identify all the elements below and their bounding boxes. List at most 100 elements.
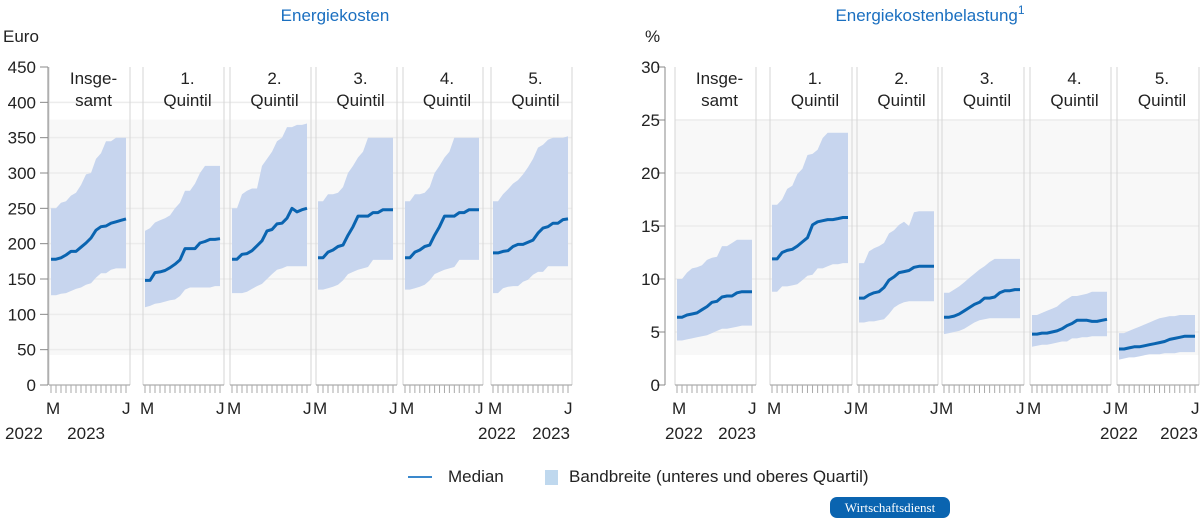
interquartile-band [318, 137, 393, 290]
x-end-label: J [748, 399, 757, 418]
legend-median: Median [408, 467, 504, 487]
panel-title: Quintil [1050, 91, 1098, 110]
y-tick-label: 400 [8, 93, 36, 112]
interquartile-band [944, 258, 1020, 335]
x-start-label: M [1114, 399, 1128, 418]
year-label: 2022 [5, 424, 43, 443]
panel-title: samt [701, 91, 738, 110]
median-line [493, 217, 569, 255]
year-label: 2023 [532, 424, 570, 443]
publisher-badge: Wirtschaftsdienst [830, 497, 950, 518]
chart-canvas: EnergiekostenEuro05010015020025030035040… [3, 3, 1200, 443]
panel-title: Quintil [963, 91, 1011, 110]
panel-title: Quintil [791, 91, 839, 110]
panel-title: Insge- [696, 69, 743, 88]
y-tick-label: 250 [8, 199, 36, 218]
year-label: 2023 [67, 424, 105, 443]
x-start-label: M [672, 399, 686, 418]
panel-title: 2. [894, 69, 908, 88]
y-tick-label: 0 [651, 376, 660, 395]
y-tick-label: 15 [641, 217, 660, 236]
median-line [1119, 334, 1195, 351]
panel-title: 1. [180, 69, 194, 88]
y-axis-unit-label: % [645, 27, 660, 46]
x-end-label: J [475, 399, 484, 418]
year-label: 2022 [478, 424, 516, 443]
median-line [405, 208, 479, 260]
legend-band: Bandbreite (unteres und oberes Quartil) [545, 467, 869, 487]
panel-title: Quintil [1138, 91, 1186, 110]
median-line [232, 206, 308, 261]
y-tick-label: 100 [8, 305, 36, 324]
x-start-label: M [767, 399, 781, 418]
y-tick-label: 200 [8, 235, 36, 254]
y-tick-label: 300 [8, 164, 36, 183]
median-line [772, 216, 848, 261]
panel-title: Quintil [163, 91, 211, 110]
band-legend-swatch-icon [545, 469, 558, 485]
y-axis-unit-label: Euro [3, 27, 39, 46]
panel-title: Insge- [70, 69, 117, 88]
x-start-label: M [854, 399, 868, 418]
title-footnote-marker: 1 [1018, 3, 1025, 17]
year-label: 2023 [1160, 424, 1198, 443]
panel-title: Quintil [511, 91, 559, 110]
y-tick-label: 150 [8, 270, 36, 289]
y-tick-label: 0 [27, 376, 36, 395]
median-line [145, 237, 221, 282]
panel-title: Quintil [336, 91, 384, 110]
y-tick-label: 350 [8, 129, 36, 148]
panel-title: 5. [528, 69, 542, 88]
y-tick-label: 25 [641, 111, 660, 130]
x-end-label: J [216, 399, 225, 418]
x-start-label: M [46, 399, 60, 418]
x-start-label: M [313, 399, 327, 418]
year-label: 2022 [1100, 424, 1138, 443]
median-line [1032, 317, 1108, 336]
panel-title: 4. [1067, 69, 1081, 88]
y-tick-label: 30 [641, 58, 660, 77]
panel-title: 2. [267, 69, 281, 88]
plot-background [675, 119, 1199, 355]
median-line [51, 217, 127, 261]
panel-title: Quintil [423, 91, 471, 110]
x-end-label: J [930, 399, 939, 418]
interquartile-band [772, 132, 848, 292]
panel-title: samt [75, 91, 112, 110]
chart-title: Energiekosten [281, 6, 390, 25]
median-line [318, 208, 393, 260]
x-start-label: M [227, 399, 241, 418]
y-tick-label: 10 [641, 270, 660, 289]
x-start-label: M [400, 399, 414, 418]
y-tick-label: 5 [651, 323, 660, 342]
x-end-label: J [844, 399, 853, 418]
interquartile-band [51, 137, 126, 296]
panel-title: 3. [980, 69, 994, 88]
median-line [677, 290, 752, 319]
y-tick-label: 450 [8, 58, 36, 77]
panel-title: Quintil [877, 91, 925, 110]
x-end-label: J [1103, 399, 1112, 418]
median-legend-line-icon [408, 476, 432, 478]
legend-band-label: Bandbreite (unteres und oberes Quartil) [569, 467, 869, 486]
panel-title: 1. [808, 69, 822, 88]
interquartile-band [493, 136, 568, 294]
x-end-label: J [389, 399, 398, 418]
x-end-label: J [564, 399, 573, 418]
x-start-label: M [939, 399, 953, 418]
x-end-label: J [1016, 399, 1025, 418]
year-label: 2023 [718, 424, 756, 443]
year-label: 2022 [665, 424, 703, 443]
y-tick-label: 50 [17, 341, 36, 360]
x-start-label: M [1027, 399, 1041, 418]
interquartile-band [405, 137, 479, 290]
interquartile-band [677, 239, 752, 341]
median-line [859, 264, 934, 300]
median-line [944, 288, 1020, 319]
x-start-label: M [488, 399, 502, 418]
y-tick-label: 20 [641, 164, 660, 183]
interquartile-band [859, 211, 934, 323]
x-end-label: J [1191, 399, 1200, 418]
panel-title: 4. [440, 69, 454, 88]
chart-title: Energiekostenbelastung1 [835, 3, 1024, 25]
